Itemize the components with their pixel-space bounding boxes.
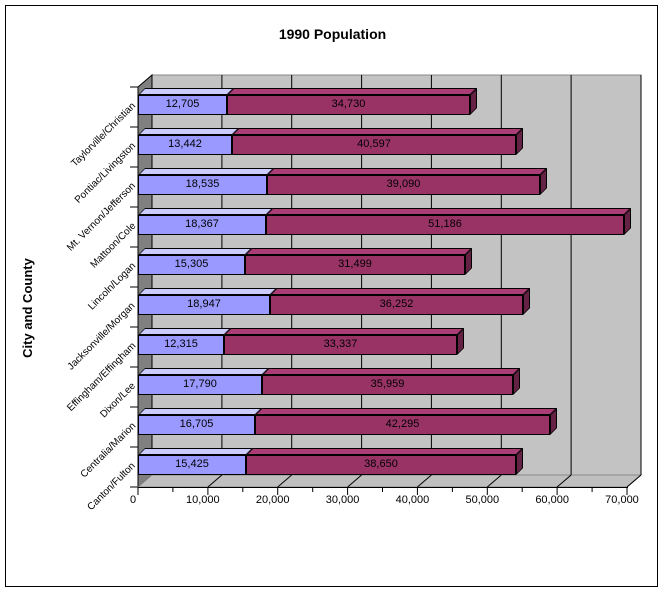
chart-title: 1990 Population	[278, 26, 387, 42]
plot-floor	[136, 474, 643, 488]
y-axis-ticks	[130, 86, 138, 488]
floor-gridline-marks	[207, 474, 642, 488]
plot-side-wall	[137, 73, 153, 489]
plot-back-wall	[151, 74, 642, 476]
x-axis-ticks	[137, 488, 628, 495]
